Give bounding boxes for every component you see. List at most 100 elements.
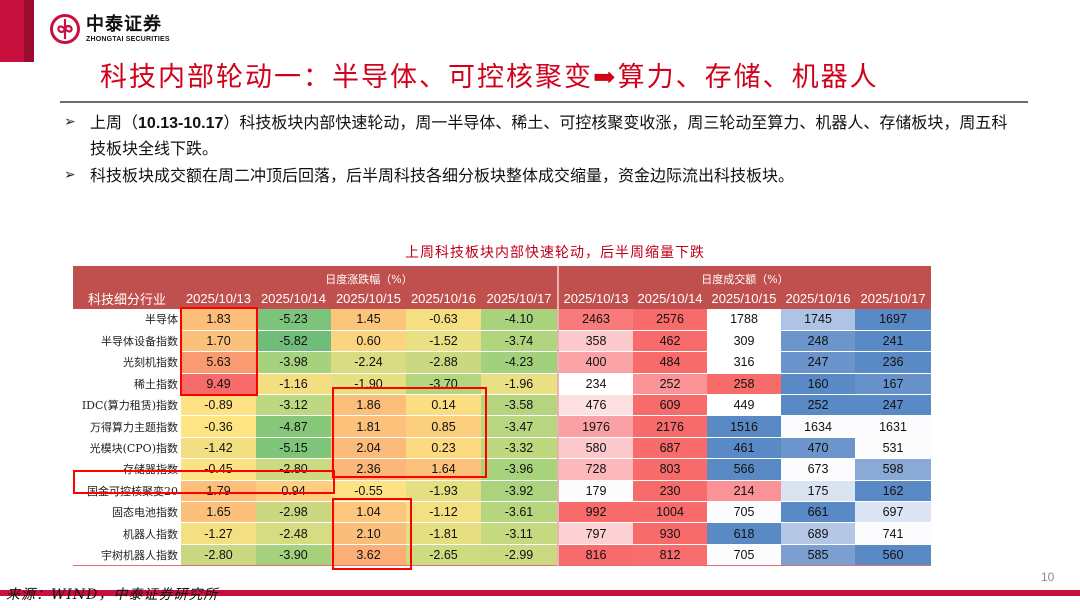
daily-change-cell: 1.86 [331, 394, 406, 417]
daily-volume-cell: 816 [557, 544, 634, 567]
daily-volume-cell: 248 [781, 330, 856, 353]
daily-change-cell: -2.48 [256, 522, 331, 545]
daily-change-cell: -4.87 [256, 415, 331, 438]
bullet-list: ➢ 上周（10.13-10.17）科技板块内部快速轮动，周一半导体、稀土、可控核… [62, 110, 1022, 190]
daily-volume-cell: 400 [557, 351, 634, 374]
daily-change-cell: -5.82 [256, 330, 331, 353]
daily-volume-cell: 236 [855, 351, 932, 374]
daily-volume-cell: 470 [781, 437, 856, 460]
footer-bar [0, 590, 1080, 596]
daily-volume-cell: 175 [781, 480, 856, 503]
daily-volume-cell: 1697 [855, 309, 932, 331]
bullet-text: ）科技板块内部快速轮动，周一半导体、稀土、可控核聚变收涨，周三轮动至算力、机器人… [90, 113, 1008, 158]
sector-name: 机器人指数 [73, 522, 181, 545]
daily-volume-cell: 230 [633, 480, 708, 503]
sector-name: 国金可控核聚变20 [73, 480, 181, 503]
group-header-daily-change: 日度涨跌幅（%） [181, 266, 559, 288]
daily-volume-cell: 992 [557, 501, 634, 524]
table-row: 稀土指数 9.49 -1.16 -1.90 -3.70 -1.96 234 252 258 160… [73, 373, 932, 396]
daily-change-cell: -1.90 [331, 373, 406, 396]
column-header-date: 2025/10/17 [481, 288, 559, 309]
sector-name: 固态电池指数 [73, 501, 181, 524]
group-header-daily-volume: 日度成交额（%） [557, 266, 932, 288]
daily-change-cell: 1.65 [181, 501, 256, 524]
slide-title: 科技内部轮动一：半导体、可控核聚变➡算力、存储、机器人 [100, 62, 879, 93]
daily-change-cell: -2.99 [481, 544, 559, 567]
daily-change-cell: -1.12 [406, 501, 481, 524]
daily-change-cell: 9.49 [181, 373, 256, 396]
daily-volume-cell: 2463 [557, 309, 634, 331]
table-row: 国金可控核聚变20 1.79 0.94 -0.55 -1.93 -3.92 179 230 21… [73, 480, 932, 503]
daily-change-cell: -4.23 [481, 351, 559, 374]
daily-volume-cell: 705 [707, 501, 782, 524]
daily-change-cell: 0.23 [406, 437, 481, 460]
daily-change-cell: -3.98 [256, 351, 331, 374]
daily-volume-cell: 316 [707, 351, 782, 374]
daily-volume-cell: 705 [707, 544, 782, 567]
daily-volume-cell: 252 [781, 394, 856, 417]
daily-volume-cell: 247 [855, 394, 932, 417]
daily-change-cell: 2.04 [331, 437, 406, 460]
daily-volume-cell: 462 [633, 330, 708, 353]
sector-name: 半导体设备指数 [73, 330, 181, 353]
daily-change-cell: 2.10 [331, 522, 406, 545]
daily-volume-cell: 661 [781, 501, 856, 524]
daily-change-cell: -1.42 [181, 437, 256, 460]
daily-change-cell: -2.80 [256, 458, 331, 481]
table-row: 固态电池指数 1.65 -2.98 1.04 -1.12 -3.61 992 1004 705 6… [73, 501, 932, 524]
column-header-date: 2025/10/13 [181, 288, 256, 309]
daily-volume-cell: 1976 [557, 415, 634, 438]
sector-name: 宇树机器人指数 [73, 544, 181, 567]
daily-change-cell: -2.98 [256, 501, 331, 524]
daily-change-cell: -1.52 [406, 330, 481, 353]
daily-volume-cell: 585 [781, 544, 856, 567]
daily-change-cell: -2.65 [406, 544, 481, 567]
daily-change-cell: 3.62 [331, 544, 406, 567]
daily-change-cell: 1.04 [331, 501, 406, 524]
daily-change-cell: -1.16 [256, 373, 331, 396]
sector-name: 光模块(CPO)指数 [73, 437, 181, 460]
daily-volume-cell: 531 [855, 437, 932, 460]
daily-change-cell: -0.89 [181, 394, 256, 417]
daily-change-cell: -3.12 [256, 394, 331, 417]
daily-change-cell: 1.70 [181, 330, 256, 353]
bullet-arrow-icon: ➢ [64, 114, 76, 130]
sector-rotation-table: 日度涨跌幅（%） 日度成交额（%） 科技细分行业 2025/10/13 2025… [73, 266, 932, 570]
table-row: 半导体 1.83 -5.23 1.45 -0.63 -4.10 2463 2576 1788 17… [73, 309, 932, 331]
bullet-date-range: 10.13-10.17 [138, 115, 224, 132]
daily-volume-cell: 476 [557, 394, 634, 417]
daily-change-cell: 1.79 [181, 480, 256, 503]
daily-volume-cell: 179 [557, 480, 634, 503]
daily-change-cell: -3.11 [481, 522, 559, 545]
daily-change-cell: 2.36 [331, 458, 406, 481]
daily-volume-cell: 566 [707, 458, 782, 481]
daily-change-cell: 0.85 [406, 415, 481, 438]
daily-change-cell: -0.63 [406, 309, 481, 331]
daily-change-cell: -2.88 [406, 351, 481, 374]
daily-volume-cell: 1634 [781, 415, 856, 438]
bullet-item: ➢ 上周（10.13-10.17）科技板块内部快速轮动，周一半导体、稀土、可控核… [62, 110, 1022, 161]
daily-change-cell: 1.45 [331, 309, 406, 331]
daily-volume-cell: 930 [633, 522, 708, 545]
table-row: 光模块(CPO)指数 -1.42 -5.15 2.04 0.23 -3.32 580 687 4… [73, 437, 932, 460]
bullet-text-prefix: 上周（ [90, 113, 139, 132]
daily-change-cell: -3.74 [481, 330, 559, 353]
sector-name: 万得算力主题指数 [73, 415, 181, 438]
daily-volume-cell: 580 [557, 437, 634, 460]
daily-volume-cell: 252 [633, 373, 708, 396]
daily-volume-cell: 2176 [633, 415, 708, 438]
bullet-arrow-icon: ➢ [64, 167, 76, 183]
daily-change-cell: -3.61 [481, 501, 559, 524]
table-row: 半导体设备指数 1.70 -5.82 0.60 -1.52 -3.74 358 462 309 2… [73, 330, 932, 353]
daily-change-cell: -3.92 [481, 480, 559, 503]
daily-volume-cell: 673 [781, 458, 856, 481]
daily-change-cell: -3.96 [481, 458, 559, 481]
column-header-date: 2025/10/14 [633, 288, 708, 309]
daily-change-cell: -3.70 [406, 373, 481, 396]
brand-side-bar-shade [24, 0, 34, 62]
daily-change-cell: 1.64 [406, 458, 481, 481]
daily-change-cell: 0.94 [256, 480, 331, 503]
daily-change-cell: 0.14 [406, 394, 481, 417]
header-blank [73, 266, 181, 288]
daily-change-cell: 1.81 [331, 415, 406, 438]
